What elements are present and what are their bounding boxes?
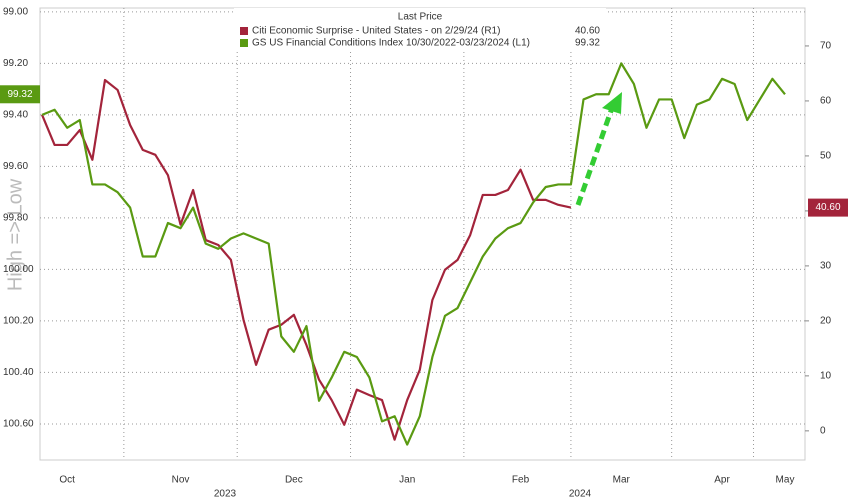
y2-tick-label: 20 <box>820 316 832 327</box>
legend-label: Citi Economic Surprise - United States -… <box>252 26 500 37</box>
y-tick-label: 99.60 <box>3 161 28 172</box>
year-label: 2024 <box>569 489 592 500</box>
axis-label: High => Low <box>4 178 26 291</box>
y2-tick-label: 10 <box>820 371 832 382</box>
last-value-badge <box>808 198 848 217</box>
x-tick-label: Apr <box>714 475 730 486</box>
y-tick-label: 100.60 <box>3 419 34 430</box>
y2-tick-label: 60 <box>820 96 832 107</box>
arrow-shaft <box>575 107 615 206</box>
x-tick-label: Dec <box>285 475 303 486</box>
arrow-head <box>602 92 622 114</box>
trend-arrow <box>575 92 622 206</box>
legend-value: 40.60 <box>575 26 600 37</box>
legend-title: Last Price <box>398 12 443 23</box>
y2-tick-label: 70 <box>820 41 832 52</box>
legend: Last Price Citi Economic Surprise - Unit… <box>234 8 606 52</box>
legend-label: GS US Financial Conditions Index 10/30/2… <box>252 38 530 49</box>
series-line <box>41 62 786 446</box>
y2-tick-label: 30 <box>820 261 832 272</box>
x-tick-label: Feb <box>512 475 530 486</box>
x-tick-label: Jan <box>399 475 415 486</box>
y-tick-label: 100.00 <box>3 264 34 275</box>
last-value-label: 40.60 <box>815 202 840 213</box>
last-value-label: 99.32 <box>7 89 32 100</box>
series-line <box>40 78 572 441</box>
x-tick-label: Oct <box>59 475 75 486</box>
x-tick-label: May <box>776 475 795 486</box>
y-tick-label: 99.40 <box>3 110 28 121</box>
x-tick-label: Nov <box>172 475 190 486</box>
y-tick-label: 100.20 <box>3 316 34 327</box>
y2-tick-label: 50 <box>820 151 832 162</box>
legend-box <box>234 8 606 52</box>
y-tick-label: 99.20 <box>3 58 28 69</box>
legend-swatch <box>240 39 248 47</box>
y-tick-label: 99.00 <box>3 7 28 18</box>
y-tick-label: 100.40 <box>3 367 34 378</box>
y-tick-label: 99.80 <box>3 213 28 224</box>
x-tick-label: Mar <box>613 475 631 486</box>
legend-swatch <box>240 27 248 35</box>
legend-value: 99.32 <box>575 38 600 49</box>
year-label: 2023 <box>214 489 237 500</box>
y2-tick-label: 0 <box>820 425 826 436</box>
last-value-badge <box>0 85 40 104</box>
